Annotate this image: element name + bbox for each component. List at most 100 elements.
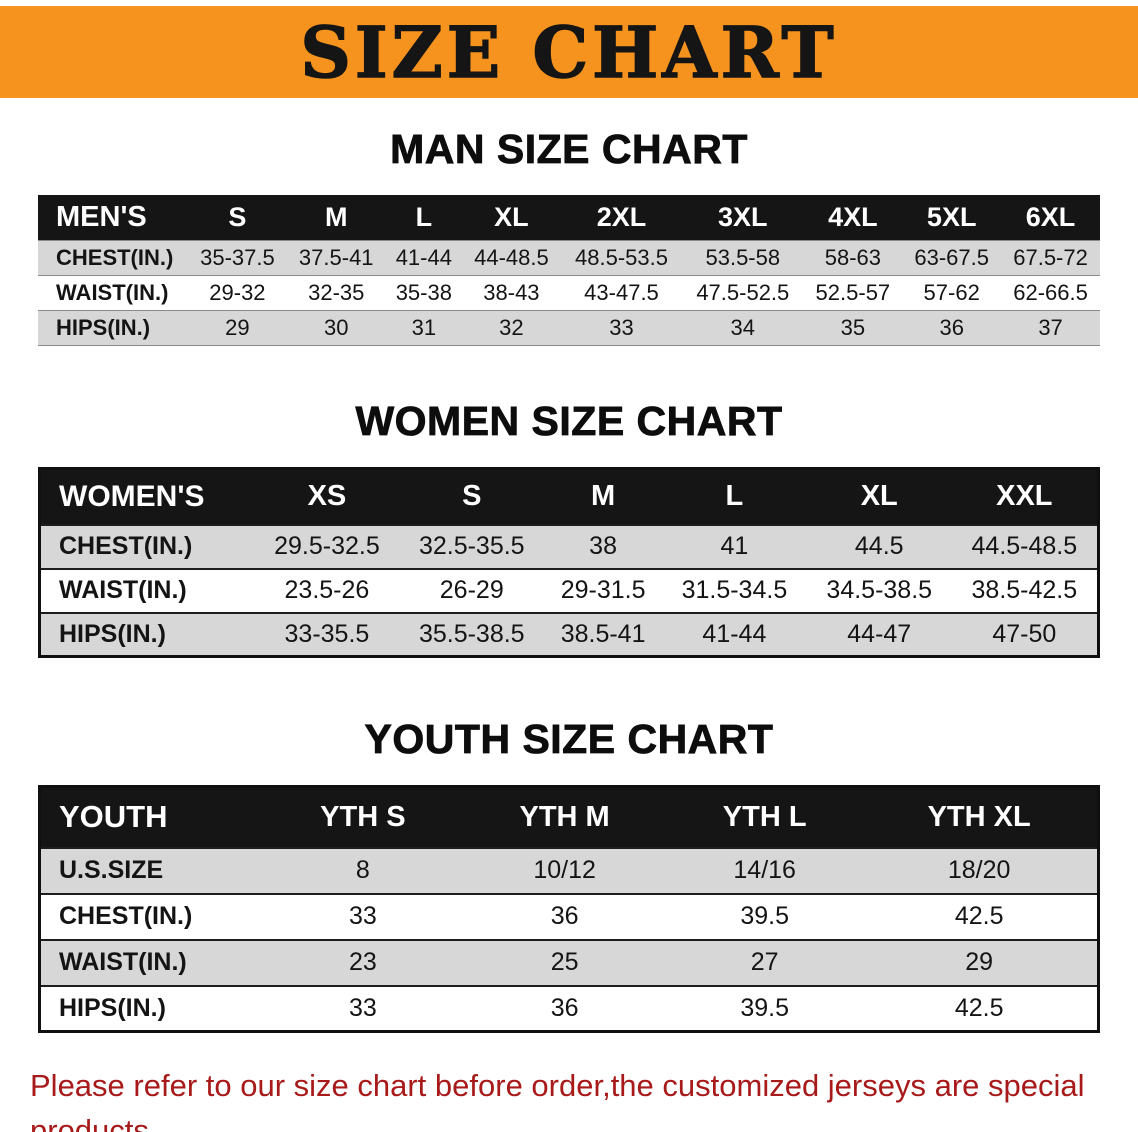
measurement-value-cell: 29 <box>861 938 1099 986</box>
measurement-value-cell: 29.5-32.5 <box>254 523 400 569</box>
measurement-value-cell: 67.5-72 <box>1001 240 1100 276</box>
men-size-section: MAN SIZE CHART MEN'S S M L XL 2XL 3XL 4XL 5XL 6XL… <box>0 126 1138 346</box>
measurement-value-cell: 23 <box>264 938 462 986</box>
measurement-label-cell: HIPS(IN.) <box>39 611 255 657</box>
measurement-value-cell: 47.5-52.5 <box>682 275 804 311</box>
measurement-label-cell: CHEST(IN.) <box>38 240 188 276</box>
measurement-value-cell: 32.5-35.5 <box>399 523 545 569</box>
measurement-value-cell: 41-44 <box>385 240 462 276</box>
measurement-value-cell: 32 <box>462 310 561 346</box>
measurement-value-cell: 30 <box>286 310 386 346</box>
measurement-value-cell: 36 <box>461 984 669 1032</box>
measurement-label-cell: HIPS(IN.) <box>39 984 265 1032</box>
measurement-value-cell: 33 <box>264 892 462 940</box>
measurement-label-cell: WAIST(IN.) <box>38 275 188 311</box>
measurement-value-cell: 36 <box>902 310 1002 346</box>
measurement-value-cell: 32-35 <box>286 275 386 311</box>
size-header-cell: XL <box>806 468 952 525</box>
measurement-value-cell: 52.5-57 <box>803 275 903 311</box>
banner-title: SIZE CHART <box>300 10 838 95</box>
size-header-cell: 6XL <box>1001 195 1100 241</box>
measurement-value-cell: 10/12 <box>461 846 669 894</box>
table-header-row: MEN'S S M L XL 2XL 3XL 4XL 5XL 6XL <box>38 195 1100 241</box>
table-title-cell: MEN'S <box>38 195 188 241</box>
youth-size-section: YOUTH SIZE CHART YOUTH YTH S YTH M YTH L YTH… <box>0 716 1138 1033</box>
size-header-cell: YTH L <box>668 786 862 848</box>
measurement-value-cell: 31.5-34.5 <box>661 567 807 613</box>
youth-size-table: YOUTH YTH S YTH M YTH L YTH XL U.S.SIZE 8 10/12… <box>38 785 1100 1033</box>
measurement-value-cell: 44-47 <box>806 611 952 657</box>
measurement-value-cell: 41-44 <box>661 611 807 657</box>
measurement-label-cell: U.S.SIZE <box>39 846 265 894</box>
measurement-value-cell: 35-37.5 <box>188 240 287 276</box>
table-row: CHEST(IN.) 29.5-32.5 32.5-35.5 38 41 44.5 44.5… <box>39 523 1099 569</box>
table-header-row: WOMEN'S XS S M L XL XXL <box>39 468 1099 525</box>
measurement-value-cell: 42.5 <box>861 892 1099 940</box>
measurement-value-cell: 44-48.5 <box>462 240 561 276</box>
measurement-label-cell: WAIST(IN.) <box>39 567 255 613</box>
measurement-value-cell: 37.5-41 <box>286 240 386 276</box>
table-row: HIPS(IN.) 33-35.5 35.5-38.5 38.5-41 41-44 44-… <box>39 611 1099 657</box>
men-size-table: MEN'S S M L XL 2XL 3XL 4XL 5XL 6XL CHEST(IN.) 35-37… <box>38 195 1100 346</box>
measurement-value-cell: 29-31.5 <box>544 567 662 613</box>
measurement-value-cell: 34 <box>682 310 804 346</box>
measurement-value-cell: 63-67.5 <box>902 240 1002 276</box>
measurement-value-cell: 39.5 <box>668 892 862 940</box>
measurement-value-cell: 38.5-42.5 <box>951 567 1099 613</box>
women-size-section: WOMEN SIZE CHART WOMEN'S XS S M L XL XXL CHEST(… <box>0 398 1138 658</box>
measurement-value-cell: 41 <box>661 523 807 569</box>
measurement-label-cell: CHEST(IN.) <box>39 523 255 569</box>
measurement-value-cell: 33 <box>560 310 683 346</box>
measurement-value-cell: 33 <box>264 984 462 1032</box>
measurement-value-cell: 44.5-48.5 <box>951 523 1099 569</box>
measurement-value-cell: 58-63 <box>803 240 903 276</box>
size-header-cell: YTH M <box>461 786 669 848</box>
measurement-value-cell: 26-29 <box>399 567 545 613</box>
measurement-value-cell: 35 <box>803 310 903 346</box>
measurement-value-cell: 53.5-58 <box>682 240 804 276</box>
size-header-cell: L <box>385 195 462 241</box>
measurement-value-cell: 47-50 <box>951 611 1099 657</box>
table-row: WAIST(IN.) 29-32 32-35 35-38 38-43 43-47.5 47.… <box>38 275 1100 311</box>
measurement-value-cell: 42.5 <box>861 984 1099 1032</box>
measurement-value-cell: 29 <box>188 310 287 346</box>
measurement-value-cell: 48.5-53.5 <box>560 240 683 276</box>
measurement-value-cell: 25 <box>461 938 669 986</box>
measurement-value-cell: 14/16 <box>668 846 862 894</box>
size-header-cell: S <box>399 468 545 525</box>
table-row: HIPS(IN.) 29 30 31 32 33 34 35 36 37 <box>38 310 1100 346</box>
measurement-value-cell: 36 <box>461 892 669 940</box>
measurement-value-cell: 35.5-38.5 <box>399 611 545 657</box>
size-header-cell: 2XL <box>560 195 683 241</box>
women-section-heading: WOMEN SIZE CHART <box>355 398 783 445</box>
measurement-value-cell: 29-32 <box>188 275 287 311</box>
measurement-value-cell: 38 <box>544 523 662 569</box>
measurement-value-cell: 39.5 <box>668 984 862 1032</box>
men-section-heading: MAN SIZE CHART <box>390 126 748 173</box>
table-row: WAIST(IN.) 23 25 27 29 <box>39 938 1099 986</box>
women-size-table: WOMEN'S XS S M L XL XXL CHEST(IN.) 29.5-32.5 32.5… <box>38 467 1100 658</box>
measurement-value-cell: 38.5-41 <box>544 611 662 657</box>
measurement-value-cell: 23.5-26 <box>254 567 400 613</box>
size-header-cell: XS <box>254 468 400 525</box>
size-header-cell: YTH XL <box>861 786 1099 848</box>
size-header-cell: 3XL <box>682 195 804 241</box>
table-header-row: YOUTH YTH S YTH M YTH L YTH XL <box>39 786 1099 848</box>
measurement-value-cell: 8 <box>264 846 462 894</box>
table-row: WAIST(IN.) 23.5-26 26-29 29-31.5 31.5-34.5 34… <box>39 567 1099 613</box>
banner: SIZE CHART <box>0 6 1138 98</box>
measurement-value-cell: 33-35.5 <box>254 611 400 657</box>
table-title-cell: WOMEN'S <box>39 468 255 525</box>
measurement-value-cell: 62-66.5 <box>1001 275 1100 311</box>
measurement-label-cell: CHEST(IN.) <box>39 892 265 940</box>
youth-section-heading: YOUTH SIZE CHART <box>364 716 774 763</box>
size-header-cell: S <box>188 195 287 241</box>
size-header-cell: XXL <box>951 468 1099 525</box>
table-row: U.S.SIZE 8 10/12 14/16 18/20 <box>39 846 1099 894</box>
table-row: CHEST(IN.) 33 36 39.5 42.5 <box>39 892 1099 940</box>
measurement-label-cell: HIPS(IN.) <box>38 310 188 346</box>
measurement-value-cell: 43-47.5 <box>560 275 683 311</box>
measurement-value-cell: 27 <box>668 938 862 986</box>
measurement-value-cell: 44.5 <box>806 523 952 569</box>
